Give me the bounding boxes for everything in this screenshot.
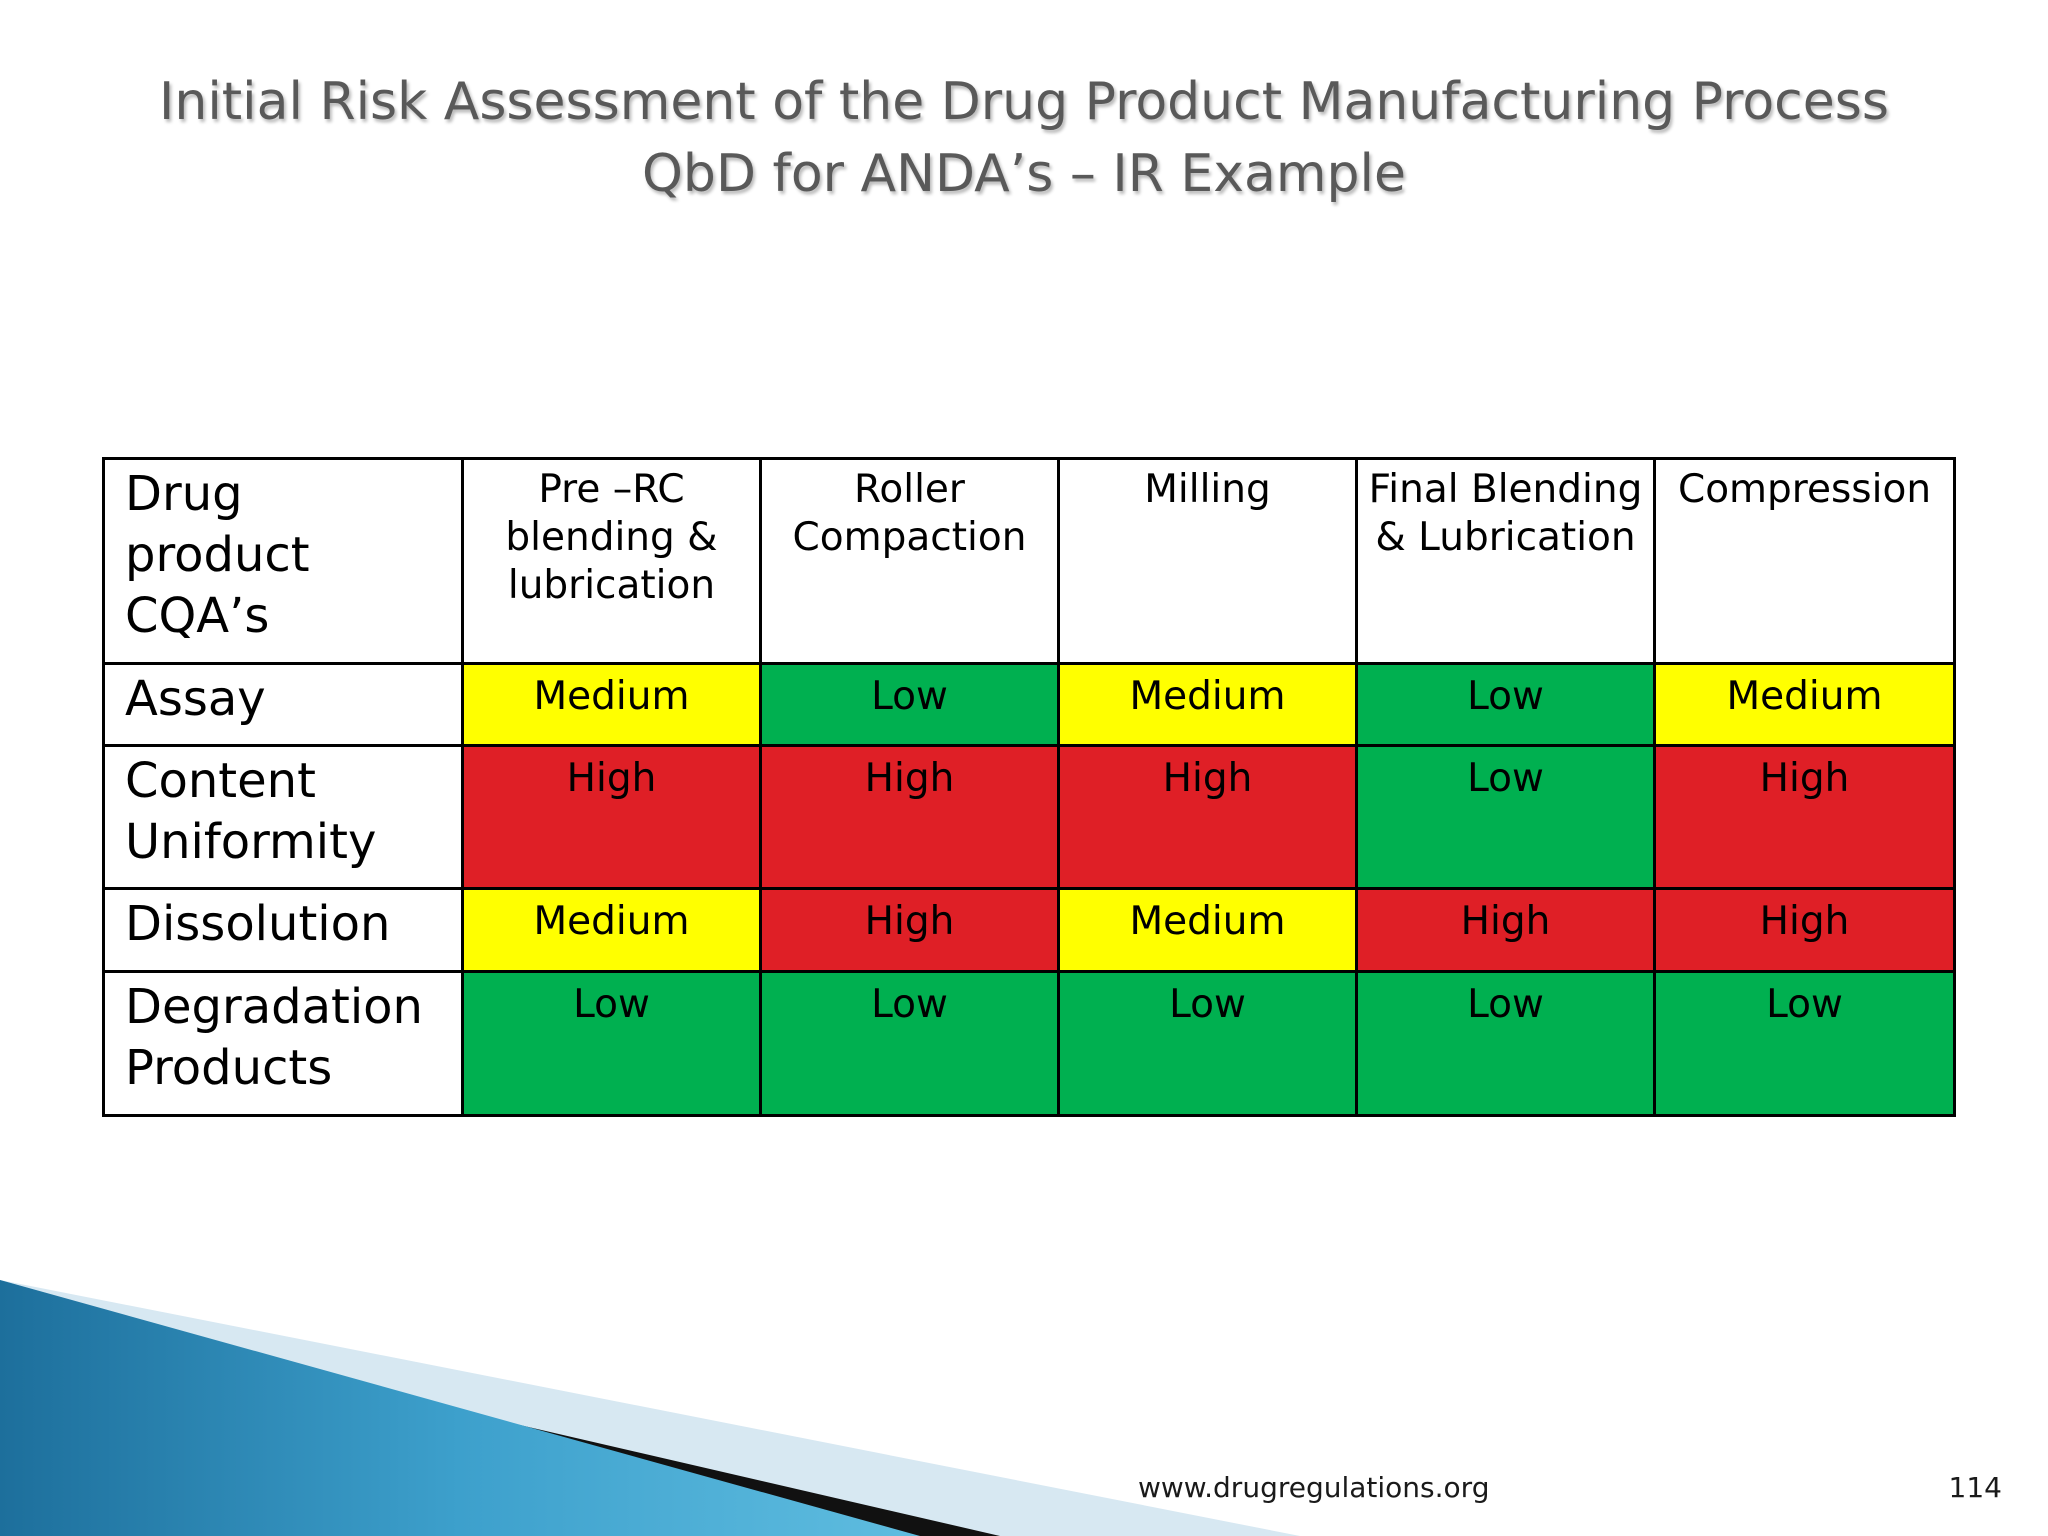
table-row: Assay Medium Low Medium Low Medium: [102, 662, 1956, 747]
row-header: Content Uniformity: [102, 744, 464, 890]
risk-cell: Low: [1653, 970, 1956, 1117]
table-corner-header: Drug product CQA’s: [102, 457, 464, 665]
column-header: Milling: [1057, 457, 1358, 665]
footer-url: www.drugregulations.org: [1138, 1471, 1490, 1504]
risk-cell: High: [1057, 744, 1358, 890]
risk-cell: High: [759, 744, 1060, 890]
risk-cell: High: [759, 887, 1060, 973]
risk-cell: Low: [1355, 662, 1656, 747]
corner-header-text: Drug product CQA’s: [125, 466, 310, 644]
risk-cell: Medium: [461, 887, 762, 973]
table-row: Dissolution Medium High Medium High High: [102, 887, 1956, 973]
risk-cell: Low: [1057, 970, 1358, 1117]
page-number: 114: [1948, 1471, 2002, 1504]
table-row: Content Uniformity High High High Low Hi…: [102, 744, 1956, 890]
risk-cell: Low: [1355, 744, 1656, 890]
slide-title-line-2: QbD for ANDA’s – IR Example: [642, 144, 1406, 204]
risk-cell: Low: [461, 970, 762, 1117]
column-header: Pre –RC blending & lubrication: [461, 457, 762, 665]
slide-title: Initial Risk Assessment of the Drug Prod…: [0, 66, 2048, 210]
risk-cell: High: [1355, 887, 1656, 973]
slide-title-line-1: Initial Risk Assessment of the Drug Prod…: [159, 72, 1889, 132]
row-header: Degradation Products: [102, 970, 464, 1117]
table-header-row: Drug product CQA’s Pre –RC blending & lu…: [102, 457, 1956, 665]
slide-corner-decoration: [0, 1280, 1300, 1536]
column-header: Roller Compaction: [759, 457, 1060, 665]
risk-cell: Medium: [1653, 662, 1956, 747]
risk-assessment-table: Drug product CQA’s Pre –RC blending & lu…: [102, 457, 1956, 1117]
risk-cell: Low: [1355, 970, 1656, 1117]
risk-cell: High: [1653, 887, 1956, 973]
row-header: Dissolution: [102, 887, 464, 973]
risk-cell: Low: [759, 970, 1060, 1117]
risk-cell: Medium: [1057, 887, 1358, 973]
risk-cell: High: [1653, 744, 1956, 890]
risk-cell: Medium: [1057, 662, 1358, 747]
column-header: Compression: [1653, 457, 1956, 665]
risk-cell: Low: [759, 662, 1060, 747]
row-header: Assay: [102, 662, 464, 747]
risk-cell: Medium: [461, 662, 762, 747]
column-header: Final Blending & Lubrication: [1355, 457, 1656, 665]
risk-cell: High: [461, 744, 762, 890]
table-row: Degradation Products Low Low Low Low Low: [102, 970, 1956, 1117]
